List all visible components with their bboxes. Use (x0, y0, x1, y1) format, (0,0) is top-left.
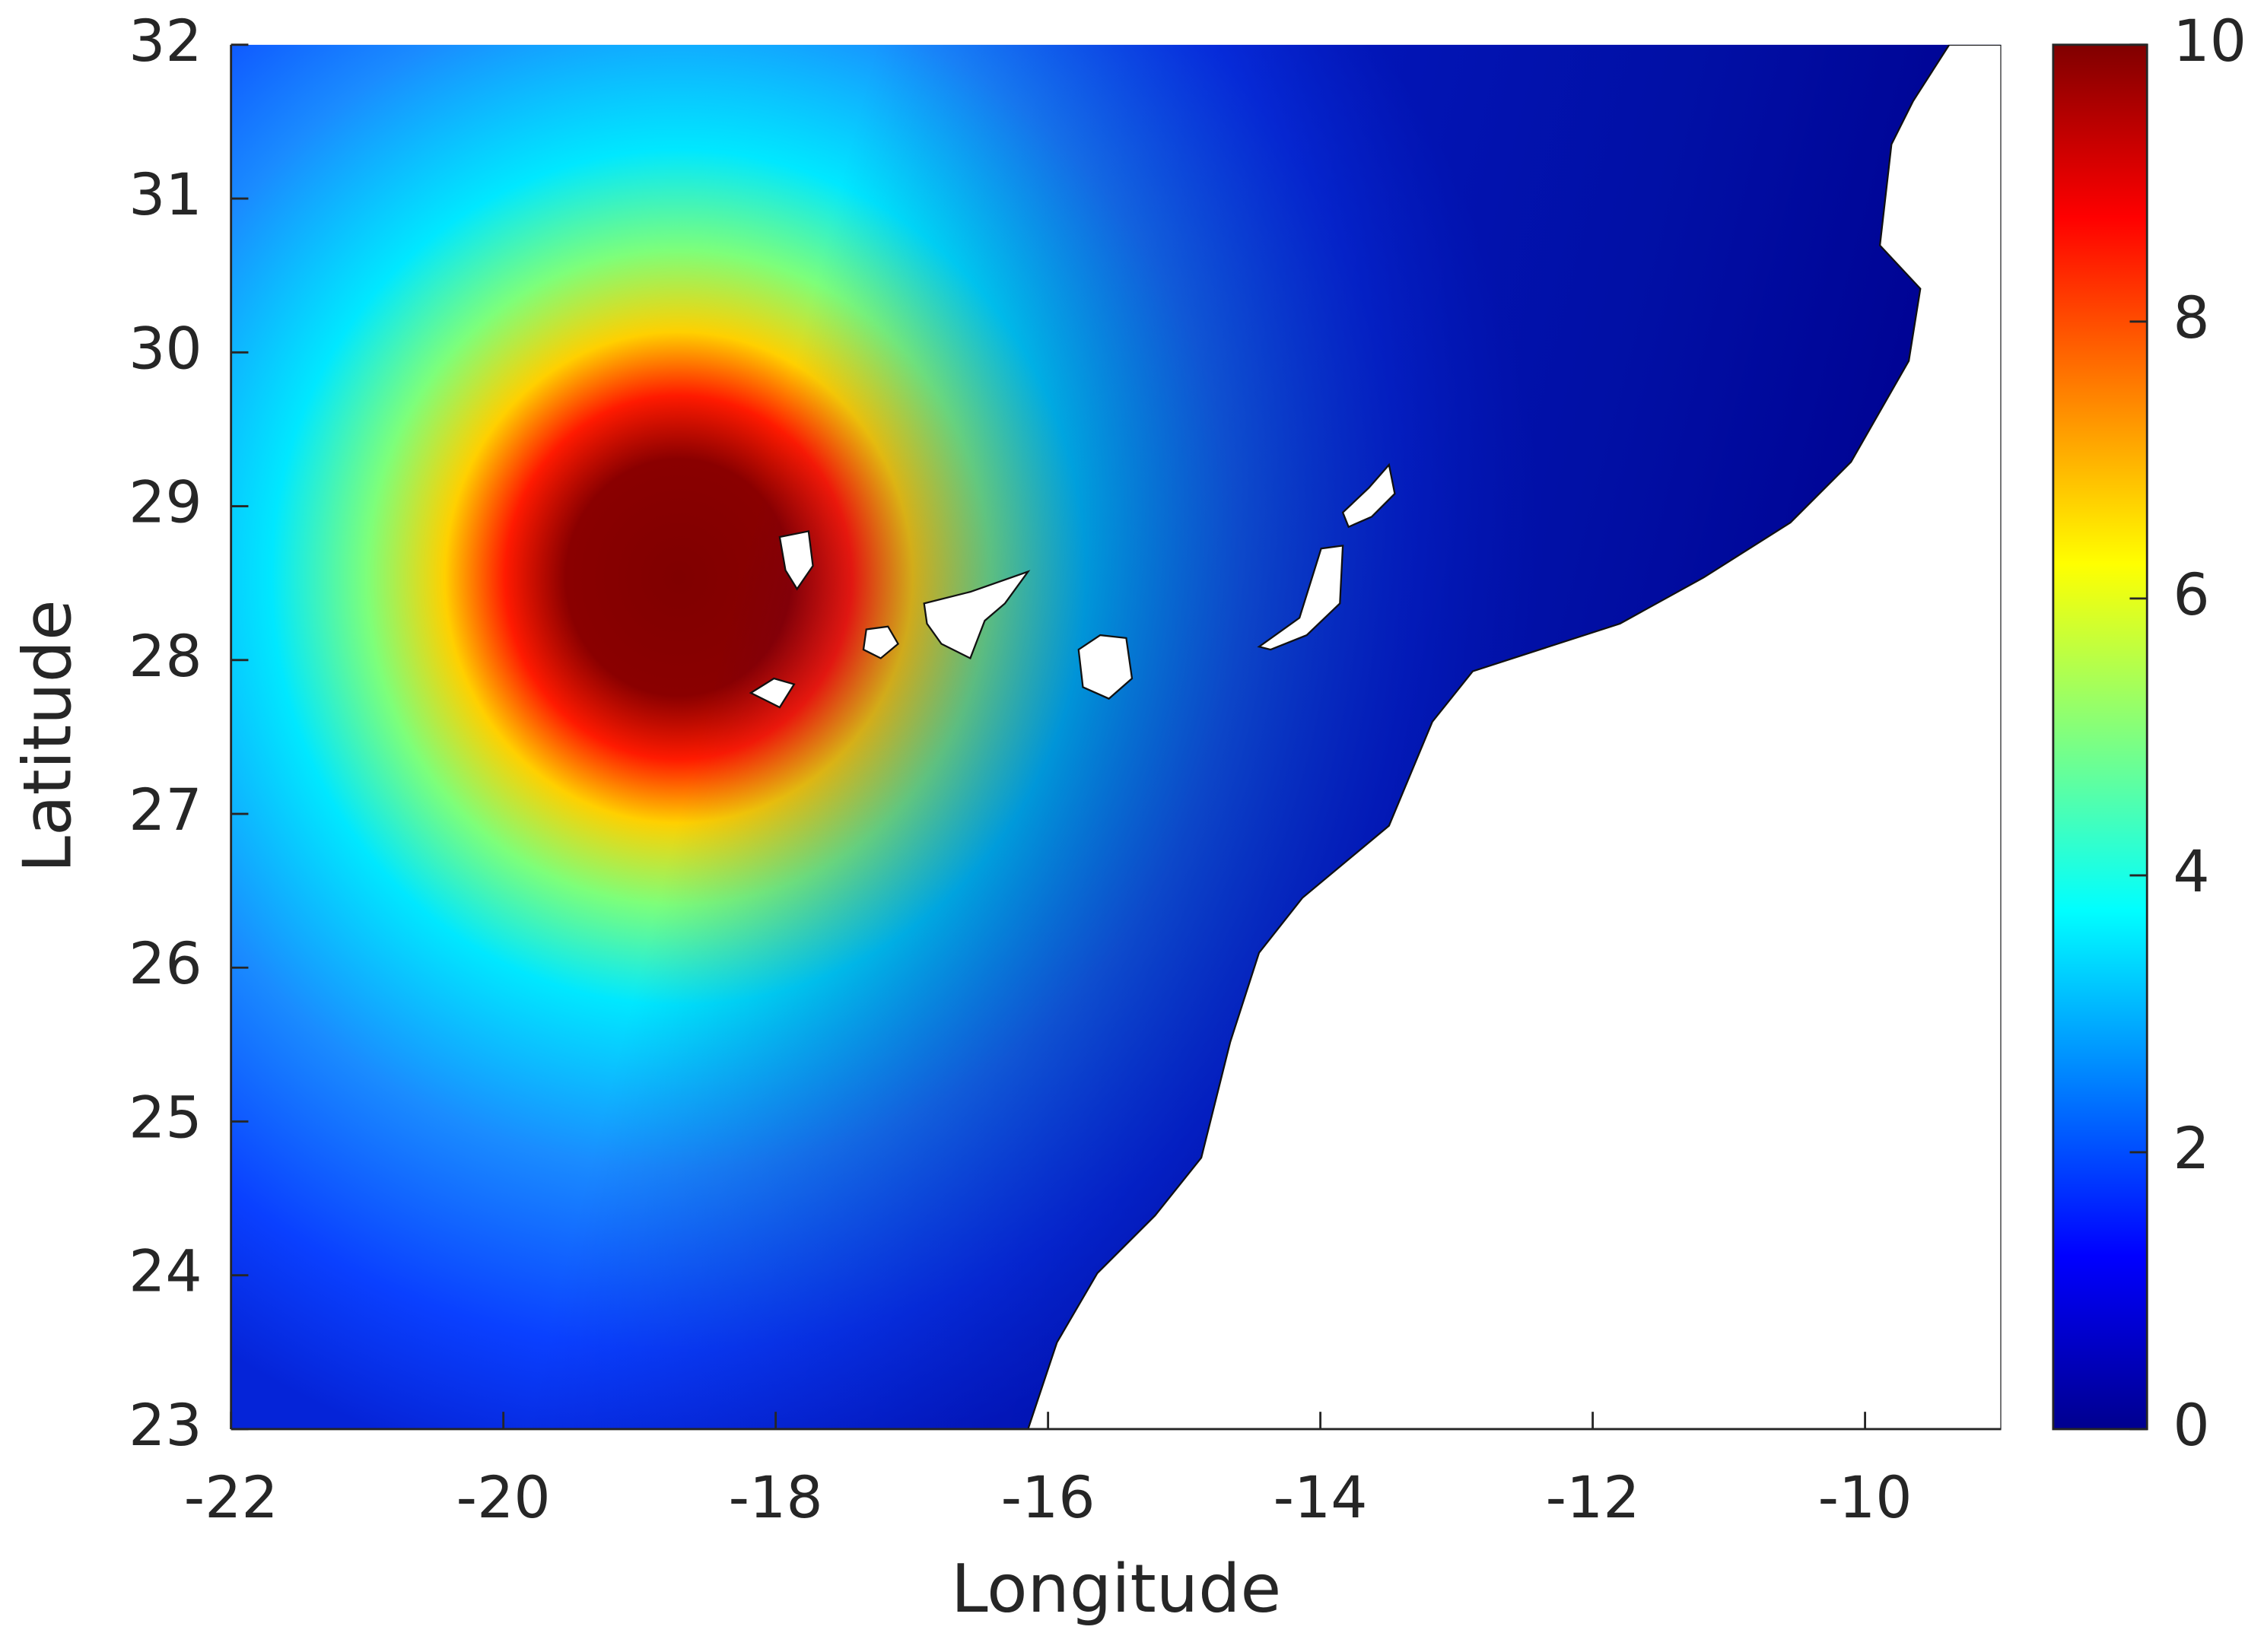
x-tick-label: -16 (1001, 1464, 1095, 1531)
y-tick-label: 28 (129, 623, 202, 690)
x-tick-label: -20 (456, 1464, 551, 1531)
colorbar-tick-label: 8 (2173, 284, 2209, 351)
y-tick-label: 24 (129, 1238, 202, 1305)
islands (749, 462, 1396, 709)
x-tick-label: -10 (1818, 1464, 1913, 1531)
colorbar-tick-label: 6 (2173, 561, 2209, 628)
axes (230, 44, 2002, 1431)
x-tick-label: -22 (184, 1464, 278, 1531)
x-tick-label: -14 (1274, 1464, 1368, 1531)
y-tick-label: 26 (129, 930, 202, 997)
y-axis-label: Latitude (8, 599, 86, 872)
y-tick-label: 27 (129, 777, 202, 843)
colorbar-tick-label: 4 (2173, 838, 2209, 905)
colorbar-tick-label: 0 (2173, 1392, 2209, 1459)
x-tick-label: -18 (729, 1464, 823, 1531)
heatmap-field (231, 44, 2002, 1429)
y-tick-label: 31 (129, 161, 202, 228)
y-tick-label: 29 (129, 469, 202, 536)
y-tick-label: 32 (129, 8, 202, 75)
y-tick-label: 25 (129, 1084, 202, 1151)
colorbar (2052, 43, 2148, 1431)
land (1027, 44, 2002, 1429)
y-tick-label: 30 (129, 315, 202, 382)
x-tick-label: -12 (1546, 1464, 1640, 1531)
y-tick-label: 23 (129, 1392, 202, 1459)
colorbar-tick-label: 2 (2173, 1115, 2209, 1182)
x-axis-label: Longitude (951, 1550, 1281, 1628)
colorbar-tick-label: 10 (2173, 8, 2247, 75)
